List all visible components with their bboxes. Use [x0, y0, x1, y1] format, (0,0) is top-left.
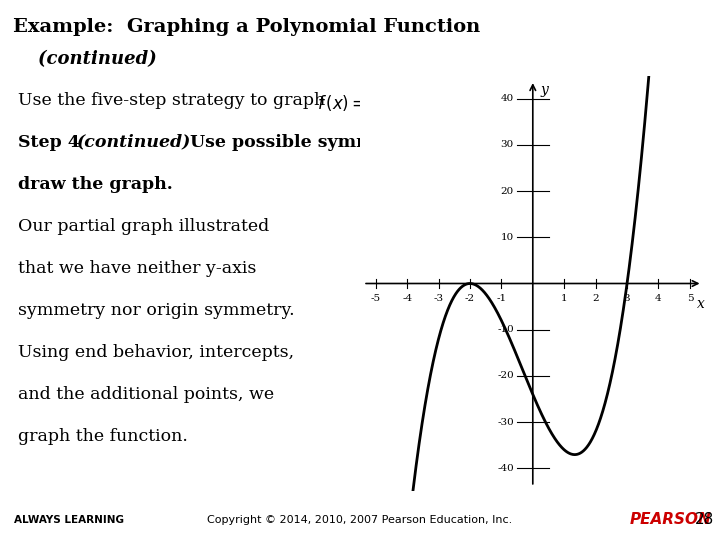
- Text: 30: 30: [500, 140, 514, 150]
- Text: graph the function.: graph the function.: [18, 428, 188, 446]
- Text: y: y: [541, 83, 549, 97]
- Text: Use possible symmetry to help: Use possible symmetry to help: [184, 134, 487, 151]
- Text: symmetry nor origin symmetry.: symmetry nor origin symmetry.: [18, 302, 294, 319]
- Text: that we have neither y-axis: that we have neither y-axis: [18, 260, 256, 277]
- Text: 4: 4: [655, 294, 662, 302]
- Text: Use the five-step strategy to graph: Use the five-step strategy to graph: [18, 92, 325, 109]
- Text: Example:  Graphing a Polynomial Function: Example: Graphing a Polynomial Function: [13, 17, 480, 36]
- Text: (continued): (continued): [77, 134, 192, 151]
- Text: and the additional points, we: and the additional points, we: [18, 386, 274, 403]
- Text: 28: 28: [695, 512, 714, 527]
- Text: x: x: [697, 298, 705, 312]
- Text: Using end behavior, intercepts,: Using end behavior, intercepts,: [18, 344, 294, 361]
- Text: -30: -30: [498, 417, 514, 427]
- Text: PEARSON: PEARSON: [630, 512, 712, 527]
- Text: (continued): (continued): [13, 51, 157, 69]
- Text: -40: -40: [498, 464, 514, 473]
- Text: 1: 1: [561, 294, 567, 302]
- Text: 3: 3: [624, 294, 631, 302]
- Text: ALWAYS LEARNING: ALWAYS LEARNING: [14, 515, 125, 525]
- Text: -10: -10: [498, 325, 514, 334]
- Text: -2: -2: [465, 294, 475, 302]
- Text: Copyright © 2014, 2010, 2007 Pearson Education, Inc.: Copyright © 2014, 2010, 2007 Pearson Edu…: [207, 515, 513, 525]
- Text: $f\,(x) = 2(x+2)^2(x-3)$: $f\,(x) = 2(x+2)^2(x-3)$: [317, 92, 495, 114]
- Text: -5: -5: [371, 294, 381, 302]
- Text: 2: 2: [593, 294, 599, 302]
- Text: -3: -3: [433, 294, 444, 302]
- Text: -20: -20: [498, 372, 514, 380]
- Text: draw the graph.: draw the graph.: [18, 176, 173, 193]
- Text: 10: 10: [500, 233, 514, 242]
- Text: 5: 5: [687, 294, 693, 302]
- Text: 20: 20: [500, 187, 514, 195]
- Text: -4: -4: [402, 294, 412, 302]
- Text: Our partial graph illustrated: Our partial graph illustrated: [18, 218, 269, 235]
- Text: 40: 40: [500, 94, 514, 103]
- Text: Step 4: Step 4: [18, 134, 92, 151]
- Text: -1: -1: [496, 294, 506, 302]
